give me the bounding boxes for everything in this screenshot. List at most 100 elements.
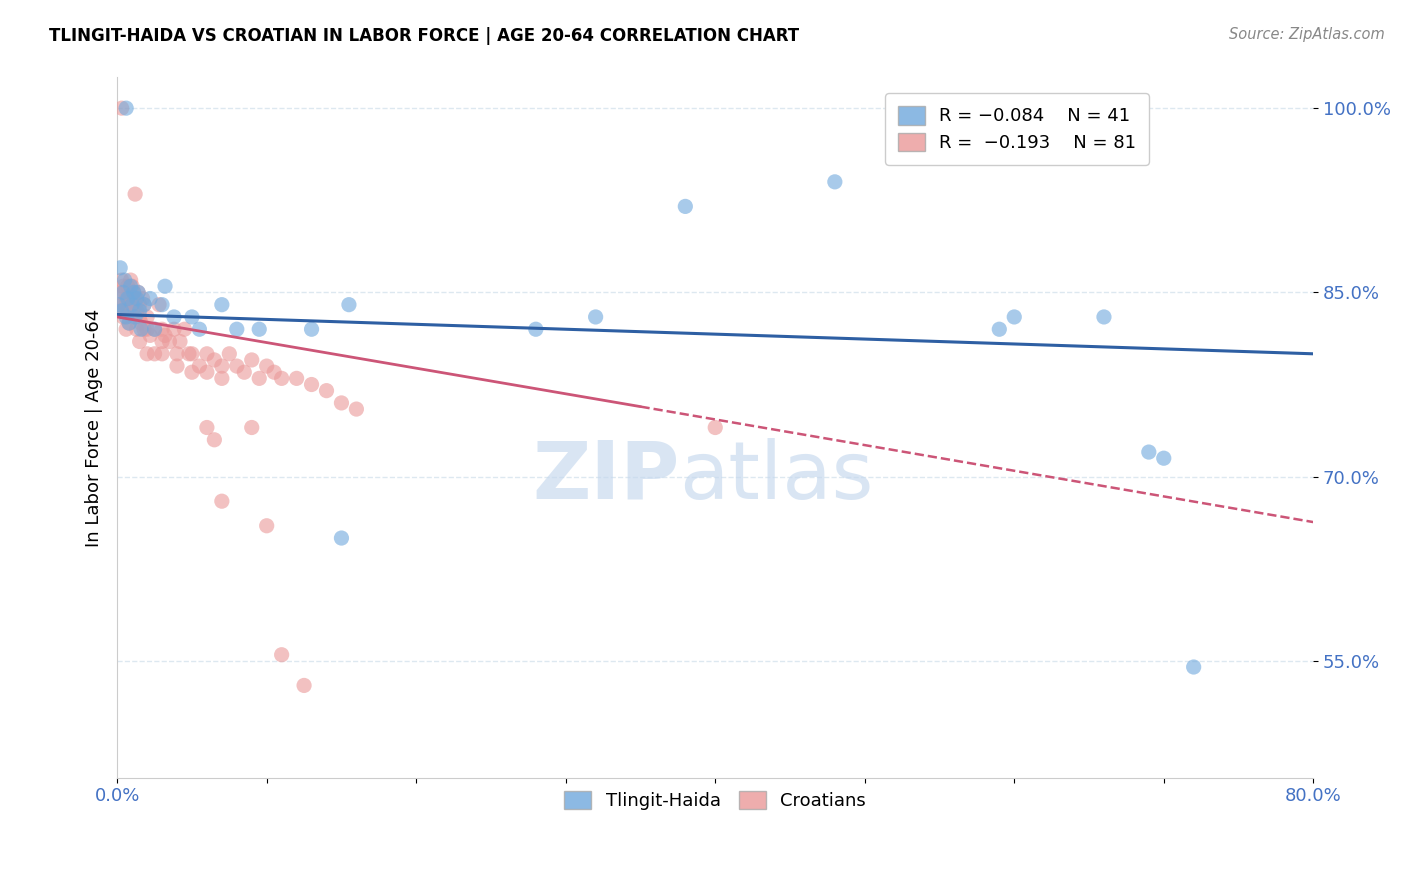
Point <box>112 279 135 293</box>
Point <box>127 285 149 300</box>
Point <box>117 303 139 318</box>
Point <box>673 199 696 213</box>
Point <box>1092 310 1115 324</box>
Point <box>117 279 139 293</box>
Point <box>121 279 143 293</box>
Text: atlas: atlas <box>679 437 873 516</box>
Point <box>128 334 150 349</box>
Point <box>202 433 225 447</box>
Point <box>120 273 142 287</box>
Point <box>131 292 153 306</box>
Point <box>263 365 285 379</box>
Point <box>115 322 138 336</box>
Point <box>218 347 240 361</box>
Point <box>128 298 150 312</box>
Point <box>150 298 173 312</box>
Point <box>136 310 159 324</box>
Point <box>132 298 155 312</box>
Point <box>111 303 134 318</box>
Point <box>121 298 143 312</box>
Point <box>247 371 270 385</box>
Point <box>128 303 150 318</box>
Point <box>132 298 155 312</box>
Point <box>824 175 846 189</box>
Point <box>127 285 149 300</box>
Point <box>107 298 129 312</box>
Point <box>118 316 141 330</box>
Point <box>117 292 139 306</box>
Point <box>344 402 367 417</box>
Point <box>112 285 135 300</box>
Point <box>195 347 218 361</box>
Point <box>163 310 186 324</box>
Point <box>153 279 176 293</box>
Point <box>111 273 134 287</box>
Point <box>136 322 159 336</box>
Point <box>122 285 145 300</box>
Point <box>181 347 204 361</box>
Point <box>256 518 278 533</box>
Point <box>122 285 145 300</box>
Point <box>188 322 211 336</box>
Point <box>1002 310 1025 324</box>
Point <box>111 101 134 115</box>
Point <box>285 371 308 385</box>
Y-axis label: In Labor Force | Age 20-64: In Labor Force | Age 20-64 <box>86 309 103 547</box>
Point <box>115 101 138 115</box>
Point <box>122 298 145 312</box>
Point <box>143 322 166 336</box>
Point <box>270 371 292 385</box>
Point <box>166 359 188 373</box>
Point <box>1153 451 1175 466</box>
Point <box>121 303 143 318</box>
Point <box>988 322 1011 336</box>
Point <box>181 365 204 379</box>
Point <box>115 310 138 324</box>
Point <box>129 322 152 336</box>
Point <box>118 316 141 330</box>
Point <box>233 365 256 379</box>
Point <box>337 298 360 312</box>
Text: TLINGIT-HAIDA VS CROATIAN IN LABOR FORCE | AGE 20-64 CORRELATION CHART: TLINGIT-HAIDA VS CROATIAN IN LABOR FORCE… <box>49 27 800 45</box>
Point <box>118 292 141 306</box>
Point <box>301 377 323 392</box>
Point <box>114 285 136 300</box>
Point <box>124 187 146 202</box>
Point <box>1137 445 1160 459</box>
Text: ZIP: ZIP <box>531 437 679 516</box>
Point <box>211 359 233 373</box>
Point <box>301 322 323 336</box>
Point <box>330 396 353 410</box>
Point <box>125 292 148 306</box>
Point <box>292 678 315 692</box>
Point <box>111 303 134 318</box>
Point <box>108 260 131 275</box>
Point <box>1182 660 1205 674</box>
Point <box>166 347 188 361</box>
Point <box>240 353 263 368</box>
Point <box>173 322 195 336</box>
Point <box>125 303 148 318</box>
Point <box>585 310 607 324</box>
Point <box>211 298 233 312</box>
Point <box>153 328 176 343</box>
Point <box>114 298 136 312</box>
Point <box>128 310 150 324</box>
Point <box>159 334 181 349</box>
Point <box>143 347 166 361</box>
Point <box>136 347 159 361</box>
Point <box>225 359 247 373</box>
Point <box>704 420 727 434</box>
Point <box>108 298 131 312</box>
Point <box>112 310 135 324</box>
Point <box>202 353 225 368</box>
Point <box>169 334 191 349</box>
Point <box>124 310 146 324</box>
Point <box>150 334 173 349</box>
Point <box>240 420 263 434</box>
Point <box>270 648 292 662</box>
Point <box>120 298 142 312</box>
Point <box>121 310 143 324</box>
Point <box>115 292 138 306</box>
Point <box>132 322 155 336</box>
